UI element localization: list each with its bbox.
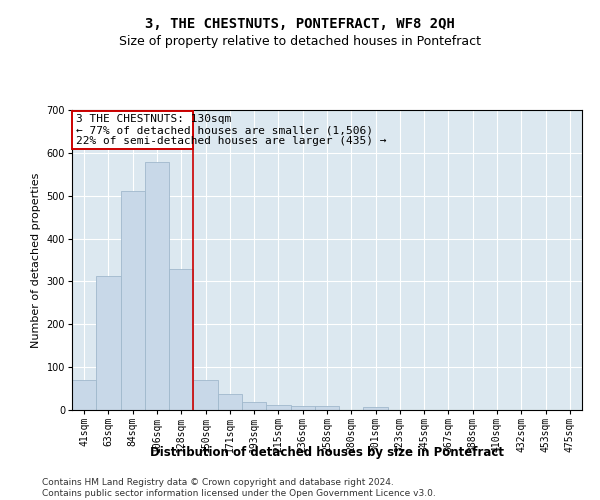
Bar (169, 268, 193, 410)
Bar (290, 406, 315, 410)
Y-axis label: Number of detached properties: Number of detached properties (31, 172, 41, 348)
Bar (364, 406, 388, 410)
Bar (315, 406, 339, 410)
Bar (266, 405, 290, 410)
Text: 3, THE CHESTNUTS, PONTEFRACT, WF8 2QH: 3, THE CHESTNUTS, PONTEFRACT, WF8 2QH (145, 18, 455, 32)
Bar (72, 111, 193, 150)
Bar (145, 162, 169, 410)
Bar (121, 192, 145, 410)
Text: ← 77% of detached houses are smaller (1,506): ← 77% of detached houses are smaller (1,… (76, 125, 373, 135)
Bar (72, 380, 96, 410)
Text: Contains HM Land Registry data © Crown copyright and database right 2024.
Contai: Contains HM Land Registry data © Crown c… (42, 478, 436, 498)
Text: Size of property relative to detached houses in Pontefract: Size of property relative to detached ho… (119, 35, 481, 48)
Text: 22% of semi-detached houses are larger (435) →: 22% of semi-detached houses are larger (… (76, 136, 386, 146)
Text: 3 THE CHESTNUTS: 130sqm: 3 THE CHESTNUTS: 130sqm (76, 114, 231, 124)
Bar (96, 276, 121, 410)
Bar (242, 402, 266, 410)
Bar (218, 394, 242, 410)
Bar (193, 380, 218, 410)
Text: Distribution of detached houses by size in Pontefract: Distribution of detached houses by size … (150, 446, 504, 459)
